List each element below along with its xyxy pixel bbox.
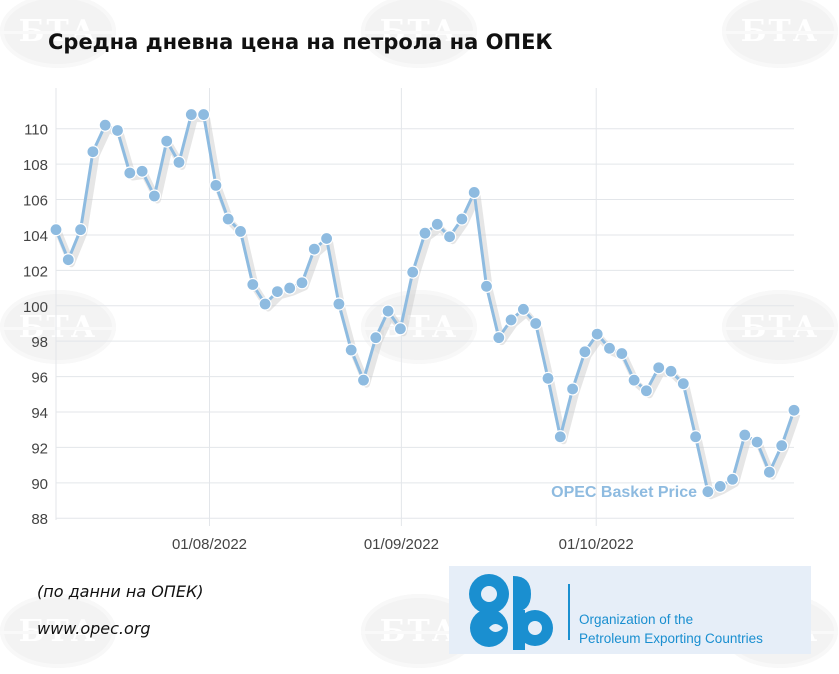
data-point[interactable] xyxy=(221,212,235,226)
data-point[interactable] xyxy=(750,435,764,449)
data-point[interactable] xyxy=(504,313,518,327)
data-point[interactable] xyxy=(615,346,629,361)
chart-title: Средна дневна цена на петрола на ОПЕК xyxy=(48,30,553,54)
series-group xyxy=(49,107,801,500)
data-point[interactable] xyxy=(147,189,161,203)
data-point[interactable] xyxy=(578,345,592,359)
x-tick-label: 01/10/2022 xyxy=(559,536,634,553)
data-point[interactable] xyxy=(701,485,715,499)
data-point[interactable] xyxy=(443,230,457,244)
data-point[interactable] xyxy=(233,224,248,239)
data-point[interactable] xyxy=(307,242,321,256)
series-label: OPEC Basket Price xyxy=(551,484,697,501)
data-point[interactable] xyxy=(172,155,186,169)
x-tick-label: 01/09/2022 xyxy=(364,536,439,553)
y-tick-label: 102 xyxy=(23,263,48,280)
data-point[interactable] xyxy=(418,226,432,240)
y-tick-label: 90 xyxy=(31,476,48,493)
data-point[interactable] xyxy=(135,164,149,178)
data-point[interactable] xyxy=(725,472,740,486)
data-point[interactable] xyxy=(492,331,506,345)
opec-emblem-icon xyxy=(469,574,553,650)
data-point[interactable] xyxy=(344,343,358,357)
data-point[interactable] xyxy=(467,185,481,200)
data-point[interactable] xyxy=(479,279,494,293)
data-point[interactable] xyxy=(356,373,371,387)
x-axis-ticks: 01/08/2022 01/09/2022 01/10/2022 xyxy=(172,536,634,553)
data-point[interactable] xyxy=(676,377,690,391)
data-point[interactable] xyxy=(393,322,407,336)
data-point[interactable] xyxy=(246,277,260,292)
data-point[interactable] xyxy=(565,382,580,396)
y-tick-label: 92 xyxy=(31,440,48,457)
data-point[interactable] xyxy=(406,265,420,279)
data-point[interactable] xyxy=(270,285,284,299)
data-point[interactable] xyxy=(49,223,63,237)
bta-watermark: БТА xyxy=(722,0,838,68)
data-point[interactable] xyxy=(283,281,297,295)
bta-watermark: БТА xyxy=(0,594,116,668)
logo-divider xyxy=(568,584,570,640)
data-point[interactable] xyxy=(787,403,801,417)
data-point[interactable] xyxy=(455,212,469,226)
y-tick-label: 110 xyxy=(24,122,48,139)
y-tick-label: 94 xyxy=(31,405,48,422)
data-point[interactable] xyxy=(369,331,383,345)
data-point[interactable] xyxy=(688,430,703,444)
data-point[interactable] xyxy=(516,302,531,316)
data-point[interactable] xyxy=(713,479,727,493)
bta-watermark: БТА xyxy=(0,0,116,68)
data-point[interactable] xyxy=(61,253,75,267)
data-point[interactable] xyxy=(652,361,666,375)
source-note: (по данни на ОПЕК) xyxy=(37,582,204,601)
y-tick-label: 96 xyxy=(31,370,48,387)
data-point[interactable] xyxy=(381,304,395,318)
data-point[interactable] xyxy=(738,428,752,442)
data-point[interactable] xyxy=(184,107,198,122)
data-point[interactable] xyxy=(98,118,112,132)
bta-watermark: БТА xyxy=(722,290,838,364)
y-tick-label: 104 xyxy=(23,228,48,245)
data-point[interactable] xyxy=(73,223,88,237)
data-point[interactable] xyxy=(110,123,125,138)
bta-watermark: БТА xyxy=(361,0,477,68)
data-point[interactable] xyxy=(160,134,174,148)
series-shadow xyxy=(55,115,801,500)
data-point[interactable] xyxy=(295,276,309,290)
data-point[interactable] xyxy=(86,145,100,159)
data-point[interactable] xyxy=(553,430,567,444)
y-tick-label: 98 xyxy=(31,334,48,351)
data-point[interactable] xyxy=(197,107,211,122)
y-axis-ticks: 88 90 92 94 96 98 100 102 104 106 108 110 xyxy=(23,122,48,529)
data-point[interactable] xyxy=(664,364,678,378)
data-point[interactable] xyxy=(627,373,641,387)
data-point[interactable] xyxy=(639,384,654,398)
data-point[interactable] xyxy=(602,341,617,355)
source-url[interactable]: www.opec.org xyxy=(37,619,151,638)
data-point[interactable] xyxy=(529,316,543,331)
logo-org-line1: Organization of the xyxy=(579,612,694,627)
data-point[interactable] xyxy=(430,217,444,231)
data-point[interactable] xyxy=(123,166,137,180)
opec-logo: Organization of the Petroleum Exporting … xyxy=(449,566,811,654)
x-tick-label: 01/08/2022 xyxy=(172,536,247,553)
data-point[interactable] xyxy=(332,297,346,311)
y-tick-label: 106 xyxy=(23,193,48,210)
logo-org-line2: Petroleum Exporting Countries xyxy=(579,631,763,646)
price-line-chart: 88 90 92 94 96 98 100 102 104 106 108 110 01/08/202… xyxy=(23,88,801,553)
data-point[interactable] xyxy=(762,465,777,479)
y-tick-label: 100 xyxy=(23,299,48,316)
data-point[interactable] xyxy=(209,178,223,192)
bta-watermark: БТА xyxy=(0,290,116,364)
logo-org-name: Organization of the Petroleum Exporting … xyxy=(579,610,811,648)
data-point[interactable] xyxy=(258,297,272,311)
data-point[interactable] xyxy=(590,327,604,341)
data-point[interactable] xyxy=(775,439,789,453)
y-tick-label: 108 xyxy=(23,157,48,174)
data-point[interactable] xyxy=(541,371,555,385)
y-tick-label: 88 xyxy=(31,511,48,528)
data-point[interactable] xyxy=(320,231,334,246)
